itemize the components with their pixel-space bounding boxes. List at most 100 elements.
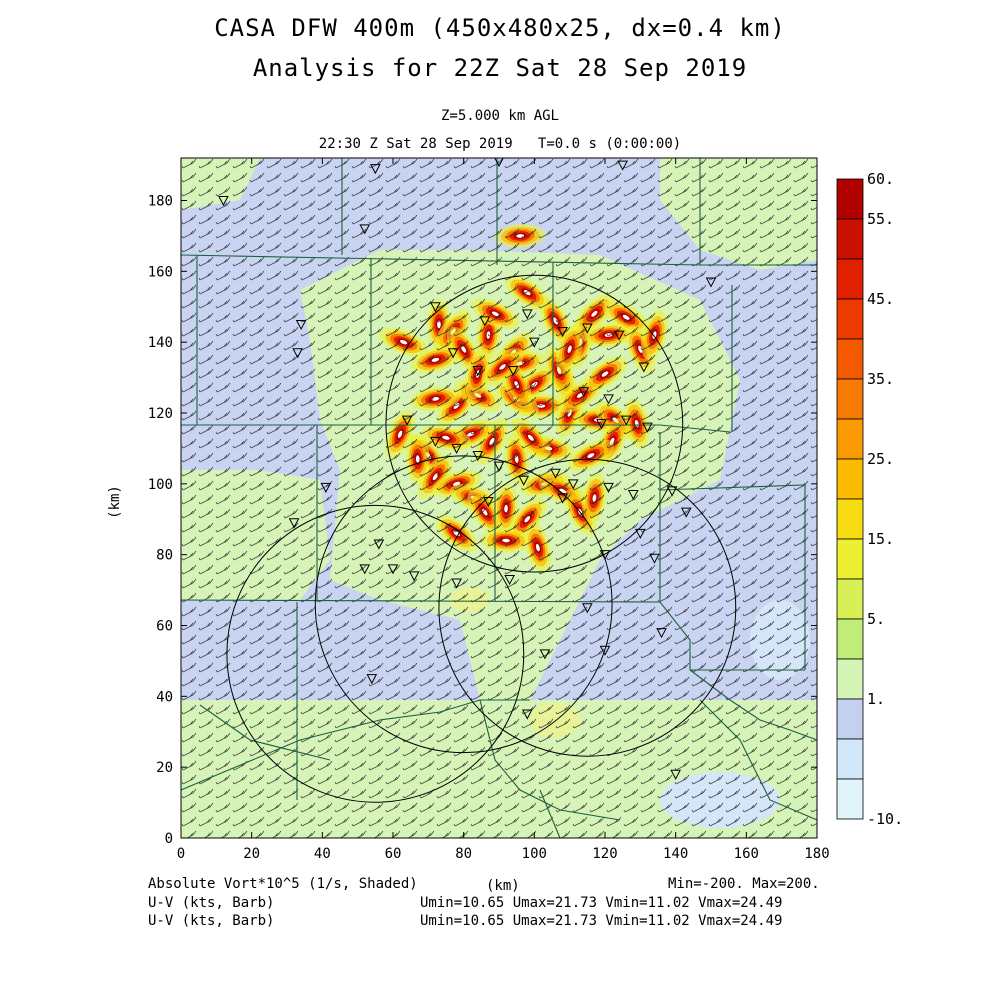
x-tick-label: 140: [663, 846, 688, 862]
figure-title-line1: CASA DFW 400m (450x480x25, dx=0.4 km): [214, 14, 786, 42]
colorbar-segment: [836, 618, 864, 660]
y-tick-label: 20: [156, 760, 173, 776]
station-marker: [596, 419, 607, 430]
colorbar-label: 55.: [867, 210, 894, 228]
plot-frame: [180, 157, 818, 839]
station-marker: [373, 539, 385, 550]
x-tick-label: 20: [243, 846, 260, 862]
station-markers: [218, 158, 717, 780]
y-tick-label: 180: [148, 194, 173, 210]
colorbar-segment: [836, 578, 864, 620]
y-tick-label: 140: [148, 335, 173, 351]
colorbar-segment: [836, 698, 864, 740]
station-marker: [539, 649, 551, 660]
station-marker: [295, 319, 307, 331]
station-marker: [430, 436, 441, 447]
colorbar-label: 15.: [867, 530, 894, 548]
station-marker: [218, 196, 229, 207]
station-marker: [521, 709, 533, 720]
station-marker: [617, 160, 628, 171]
station-marker: [567, 479, 579, 490]
station-marker: [483, 497, 494, 508]
x-tick-label: 100: [522, 846, 547, 862]
station-marker: [680, 507, 692, 518]
colorbar-label: 5.: [867, 610, 885, 628]
y-tick-label: 0: [165, 831, 173, 847]
station-marker: [599, 645, 611, 656]
station-marker: [387, 564, 399, 575]
station-marker: [627, 489, 639, 501]
y-tick-label: 160: [148, 264, 173, 280]
station-marker: [494, 158, 504, 168]
station-marker: [408, 571, 420, 582]
station-marker: [649, 553, 660, 564]
colorbar-label: 25.: [867, 450, 894, 468]
station-marker: [529, 337, 540, 348]
min-max-label: Min=-200. Max=200.: [668, 876, 820, 892]
station-marker: [603, 482, 614, 493]
station-marker: [451, 578, 462, 589]
colorbar-segment: [836, 418, 864, 460]
x-tick-label: 40: [314, 846, 331, 862]
radar-range-ring: [438, 458, 737, 757]
y-tick-label: 40: [156, 689, 173, 705]
station-marker: [582, 323, 593, 334]
figure-title-line2: Analysis for 22Z Sat 28 Sep 2019: [252, 54, 748, 82]
station-marker: [635, 528, 646, 539]
county-boundaries: [181, 158, 817, 838]
x-tick-label: 120: [592, 846, 617, 862]
x-tick-label: 180: [804, 846, 829, 862]
y-tick-label: 80: [156, 548, 173, 564]
y-tick-label: 60: [156, 619, 173, 635]
station-marker: [603, 394, 614, 405]
y-tick-label: 120: [148, 406, 173, 422]
station-marker: [656, 628, 667, 639]
station-marker: [578, 387, 590, 398]
station-marker: [366, 674, 378, 685]
station-marker: [401, 415, 413, 426]
station-marker: [359, 224, 371, 235]
x-tick-label: 80: [455, 846, 472, 862]
station-marker: [451, 443, 462, 454]
radar-range-ring: [385, 274, 684, 573]
station-marker: [430, 302, 441, 313]
axis-ticks: 0 20 40 60 80 100 120 140 160 180 0 20 40 60 80 100 120 1…: [148, 158, 830, 862]
level-label: Z=5.000 km AGL: [440, 108, 559, 124]
colorbar-segment: [836, 778, 864, 820]
colorbar-segment: [836, 338, 864, 380]
wind-barbs: [181, 158, 817, 838]
station-marker: [493, 461, 505, 472]
uv-stats-1: Umin=10.65 Umax=21.73 Vmin=11.02 Vmax=24…: [420, 895, 783, 911]
station-marker: [550, 468, 561, 479]
station-marker: [557, 493, 568, 504]
colorbar-segment: [836, 378, 864, 420]
station-marker: [638, 362, 650, 373]
radar-range-rings: [226, 274, 737, 803]
station-marker: [557, 327, 568, 338]
y-tick-label: 100: [148, 477, 173, 493]
station-marker: [620, 415, 632, 426]
x-tick-label: 160: [734, 846, 759, 862]
colorbar-segment: [836, 178, 864, 220]
station-marker: [507, 366, 519, 377]
colorbar-segment: [836, 498, 864, 540]
colorbar-segment: [836, 738, 864, 780]
uv-stats-2: Umin=10.65 Umax=21.73 Vmin=11.02 Vmax=24…: [420, 913, 783, 929]
y-axis-label: (km): [106, 485, 123, 519]
colorbar-label: 35.: [867, 370, 894, 388]
station-marker: [666, 486, 678, 497]
x-axis-label: (km): [486, 878, 520, 894]
colorbar-label: -10.: [867, 810, 903, 828]
colorbar-segment: [836, 258, 864, 300]
station-marker: [472, 366, 484, 377]
station-marker: [642, 422, 653, 433]
radar-range-ring: [314, 455, 613, 754]
station-marker: [359, 564, 371, 575]
station-marker: [613, 330, 625, 341]
colorbar-label: 1.: [867, 690, 885, 708]
station-marker: [320, 482, 332, 493]
station-marker: [472, 451, 484, 462]
station-marker: [599, 550, 611, 561]
colorbar-segment: [836, 458, 864, 500]
station-marker: [479, 316, 491, 327]
